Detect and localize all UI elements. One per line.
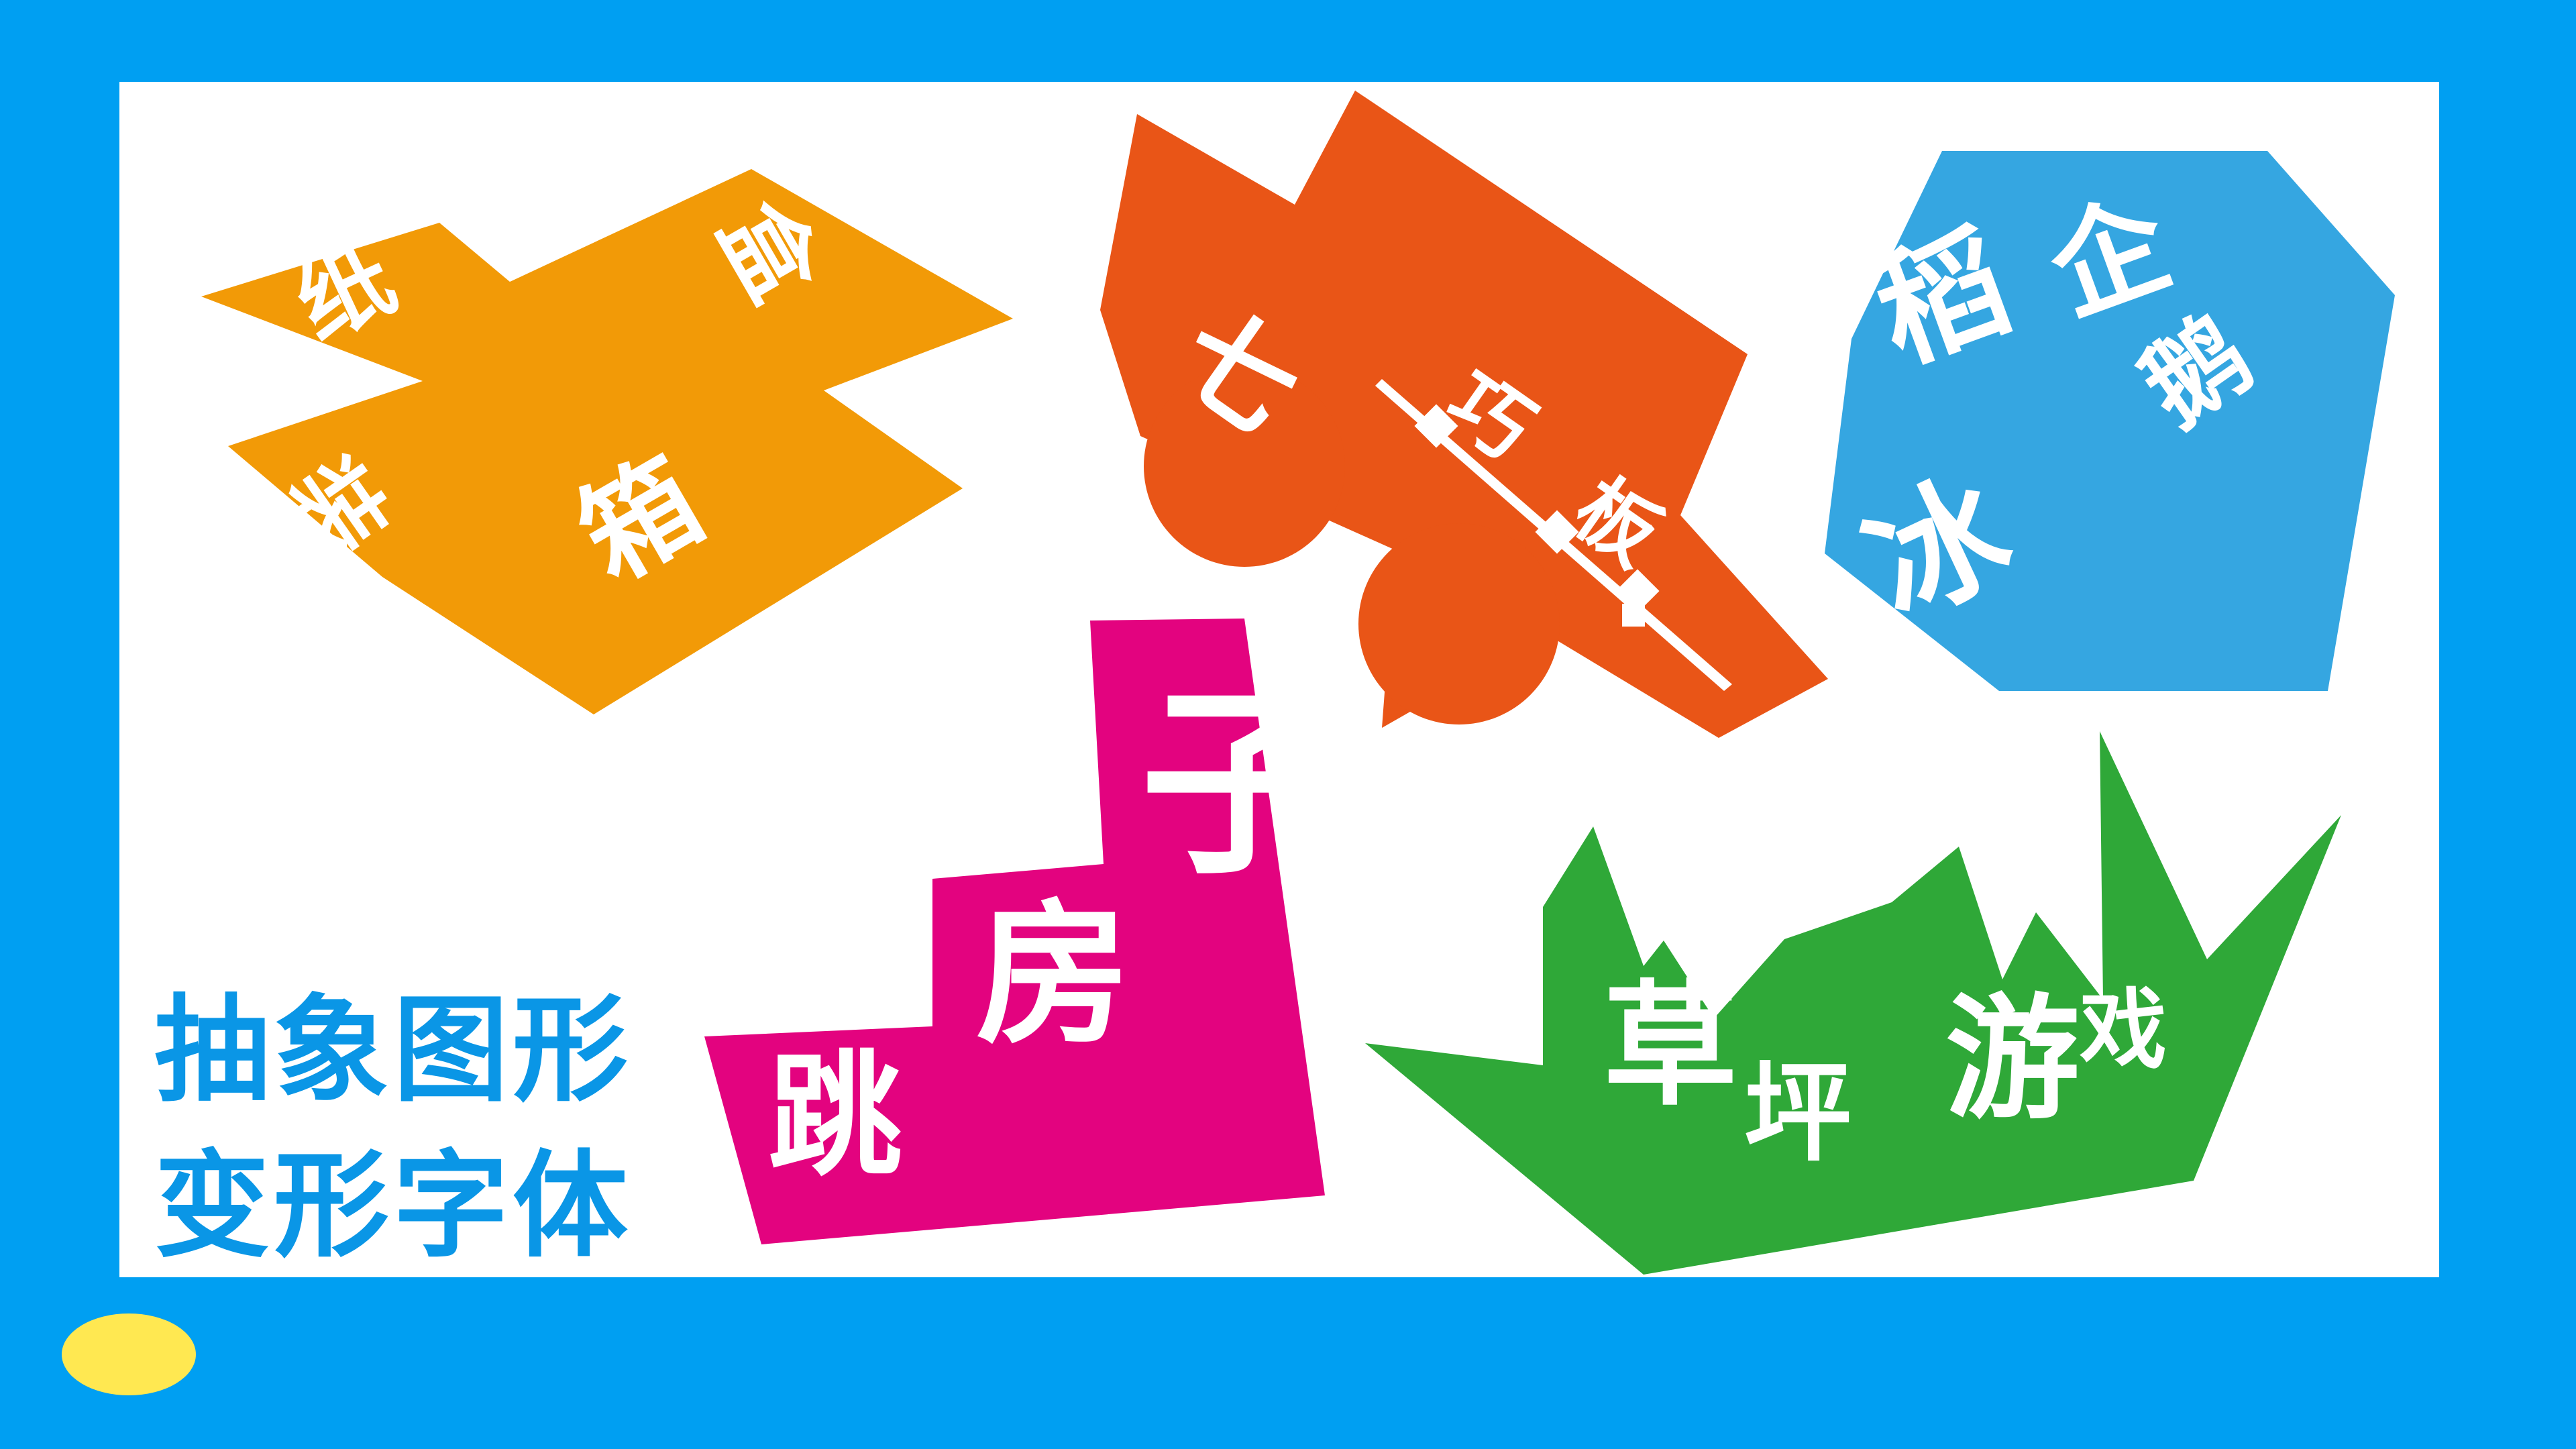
octagon-shape xyxy=(1825,151,2395,691)
caption: 抽象图形 变形字体 xyxy=(154,973,632,1284)
magenta-stair-shape xyxy=(704,619,1325,1244)
yellow-oval xyxy=(62,1313,196,1395)
grass-shape xyxy=(1365,731,2341,1275)
tangram-bar xyxy=(1375,379,1732,691)
magenta-char-1: 跳 xyxy=(768,1038,903,1195)
grass-char-1: 草 xyxy=(1603,968,1738,1124)
grass-char-2: 坪 xyxy=(1744,1051,1852,1176)
caption-line-2: 变形字体 xyxy=(154,1138,632,1274)
tangram-shape xyxy=(1100,91,1828,738)
caption-line-1: 抽象图形 xyxy=(154,983,632,1118)
grass-char-4: 戏 xyxy=(2080,979,2167,1081)
orange-box-shape xyxy=(201,169,1013,714)
magenta-char-2: 房 xyxy=(976,886,1131,1065)
magenta-char-3: 子 xyxy=(1140,667,1342,902)
grass-char-3: 游 xyxy=(1945,981,2080,1138)
